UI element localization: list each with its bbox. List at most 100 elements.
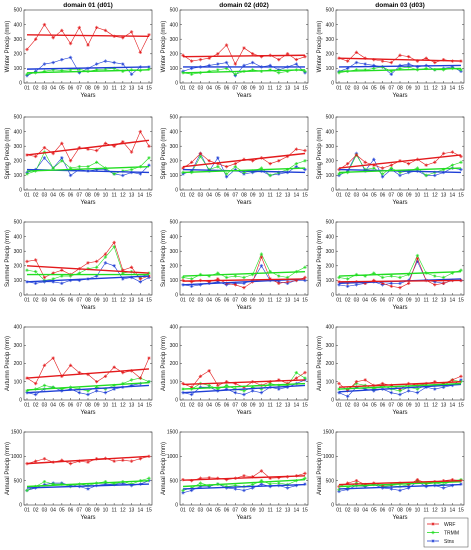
point-stns-marker-d2 [43, 62, 46, 66]
x-tick-label: 04 [362, 193, 368, 199]
y-tick-label: 0 [19, 503, 22, 509]
point-stns-marker-d2 [60, 156, 64, 160]
x-tick-label: 07 [233, 193, 239, 199]
x-tick-label: 02 [33, 403, 39, 409]
y-tick-label: 200 [170, 159, 179, 165]
point-wrf-marker-d2 [433, 283, 437, 287]
point-stns-marker-d2 [233, 487, 237, 491]
point-wrf-marker-d2 [130, 30, 133, 34]
point-trmm-marker-d2 [242, 389, 246, 393]
x-axis-label: Years [236, 200, 251, 206]
y-tick-label: 1500 [11, 430, 22, 436]
trend-line-wrf [26, 455, 150, 465]
point-stns-marker-d2 [216, 156, 220, 160]
point-stns-marker-d2 [242, 393, 246, 396]
y-tick-label: 100 [170, 173, 179, 179]
plot-frame [335, 9, 465, 84]
trend-line-stns [338, 168, 462, 174]
x-tick-label: 01 [336, 298, 342, 304]
x-tick-label: 03 [198, 86, 204, 92]
point-stns-marker-d2 [398, 281, 402, 285]
x-tick-label: 11 [268, 193, 273, 199]
trend-line-trmm [182, 270, 306, 277]
x-tick-label: 06 [224, 193, 230, 199]
point-trmm-marker-d2 [277, 71, 281, 75]
plot-frame [179, 431, 309, 506]
point-wrf-marker-d2 [69, 159, 72, 163]
y-tick-label: 500 [326, 8, 335, 14]
x-tick-label: 11 [268, 403, 273, 409]
y-tick-label: 1000 [167, 454, 178, 460]
x-tick-label: 03 [42, 298, 48, 304]
y-axis-label: Annual Precip (mm) [317, 442, 323, 495]
x-tick-label: 14 [138, 403, 144, 409]
point-wrf-marker-d2 [181, 53, 185, 57]
x-tick-label: 11 [268, 298, 273, 304]
x-tick-label: 09 [250, 86, 256, 92]
point-trmm-marker-d2 [433, 274, 437, 278]
point-wrf-marker-d2 [207, 369, 211, 373]
point-stns-marker-d2 [34, 393, 38, 396]
trend-line-trmm [338, 382, 462, 390]
y-tick-label: 100 [326, 379, 335, 385]
y-tick-label: 0 [331, 81, 334, 87]
x-tick-label: 10 [259, 508, 265, 514]
x-tick-label: 02 [189, 508, 195, 514]
x-tick-label: 07 [233, 403, 239, 409]
y-tick-label: 0 [19, 398, 22, 404]
y-tick-label: 400 [14, 234, 23, 240]
x-tick-label: 14 [450, 403, 456, 409]
point-wrf-marker-d2 [260, 255, 263, 259]
point-wrf-marker-d2 [216, 384, 220, 387]
trend-line-trmm [182, 167, 306, 174]
y-tick-label: 500 [14, 220, 23, 226]
point-stns-marker-d2 [389, 391, 393, 395]
x-tick-label: 11 [112, 193, 117, 199]
point-wrf-marker-d2 [294, 58, 298, 62]
x-tick-label: 12 [120, 508, 126, 514]
point-trmm-marker-d2 [199, 481, 202, 485]
point-stns-marker-d2 [51, 61, 55, 64]
x-tick-label: 14 [450, 298, 456, 304]
point-wrf-marker-d2 [199, 152, 202, 155]
trend-line-trmm [338, 167, 462, 174]
point-trmm-marker-d2 [199, 155, 202, 158]
point-wrf-marker-d2 [112, 241, 116, 244]
x-tick-label: 13 [441, 193, 447, 199]
y-tick-label: 300 [170, 144, 179, 150]
point-wrf-marker-d2 [233, 162, 237, 166]
point-trmm-marker-d2 [147, 476, 151, 480]
point-trmm-marker-d2 [190, 277, 194, 281]
point-wrf-marker-d2 [43, 23, 46, 26]
point-trmm-marker-d2 [277, 274, 281, 278]
point-trmm-marker-d2 [303, 376, 307, 380]
point-stns-marker-d2 [43, 156, 46, 160]
point-stns-marker-d2 [69, 56, 72, 59]
legend: WRF TRMM Stns [423, 517, 469, 548]
point-stns-marker-d2 [303, 279, 307, 282]
point-trmm-marker-d2 [233, 165, 237, 169]
trend-line-trmm [182, 69, 306, 74]
x-tick-label: 10 [103, 193, 109, 199]
x-tick-label: 09 [406, 298, 412, 304]
point-trmm-marker-d2 [303, 69, 307, 73]
y-tick-label: 200 [14, 361, 23, 367]
point-stns-marker-d2 [277, 387, 281, 391]
point-trmm-marker-d2 [216, 165, 220, 169]
x-tick-label: 05 [215, 193, 221, 199]
trend-line-wrf [182, 152, 306, 168]
point-wrf-marker-d2 [225, 165, 228, 169]
x-tick-label: 06 [68, 298, 74, 304]
x-tick-label: 02 [345, 86, 351, 92]
x-tick-label: 07 [77, 193, 83, 199]
point-wrf-marker-d2 [294, 376, 298, 380]
x-tick-label: 07 [389, 298, 395, 304]
point-wrf-marker-d2 [216, 277, 220, 281]
x-tick-label: 07 [389, 193, 395, 199]
point-stns-marker-d2 [233, 391, 237, 395]
point-wrf-marker-d2 [138, 457, 142, 461]
x-tick-label: 10 [259, 403, 265, 409]
point-stns-marker-d2 [86, 487, 90, 491]
point-wrf-marker-d2 [433, 160, 437, 164]
